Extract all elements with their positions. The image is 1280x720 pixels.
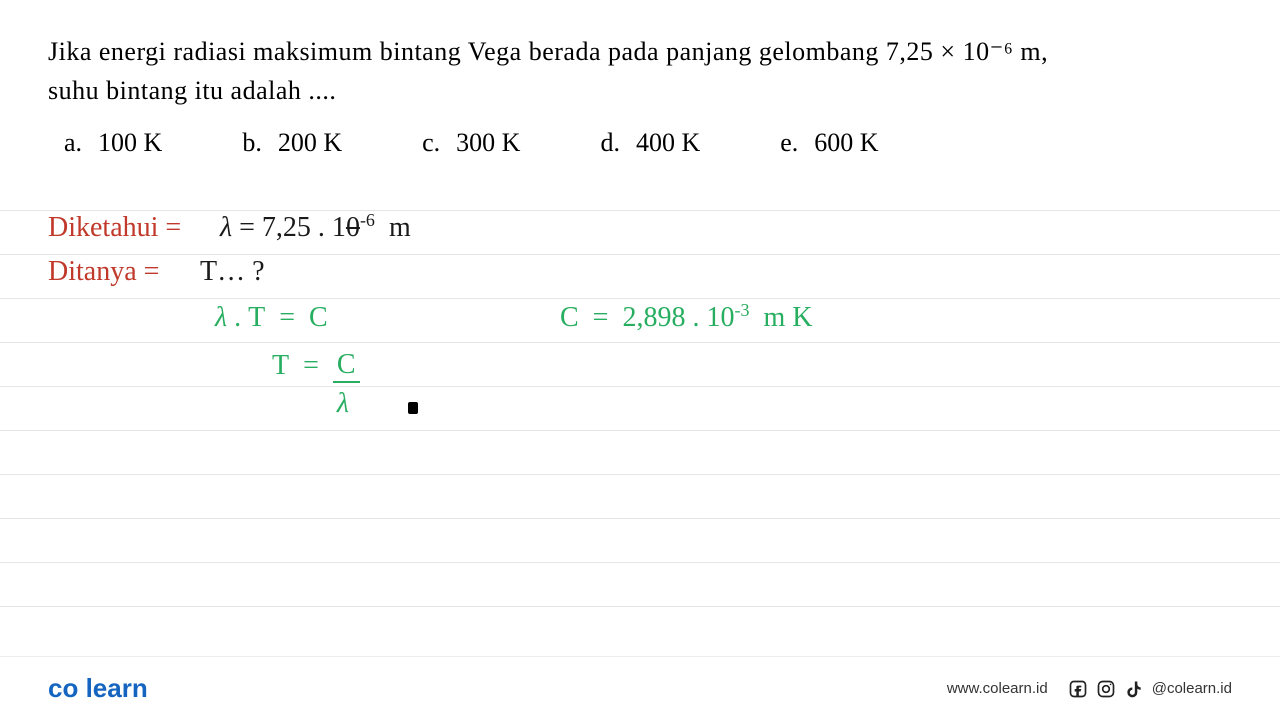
tiktok-icon [1124,679,1144,699]
equation-1: λ . T = C [215,302,328,334]
option-a-letter: a. [64,128,82,157]
facebook-icon [1068,679,1088,699]
options-row: a. 100 K b. 200 K c. 300 K d. 400 K e. 600 K [48,128,1232,158]
rule-line [0,430,1280,431]
instagram-icon [1096,679,1116,699]
ruled-area: Diketahui = λ = 7,25 . 10-6 m Ditanya = … [0,194,1280,634]
rule-line [0,562,1280,563]
brand-learn: learn [86,673,148,703]
option-b: b. 200 K [242,128,342,158]
rule-line [0,386,1280,387]
diketahui-value: λ = 7,25 . 10-6 m [220,212,411,244]
constant-c: C = 2,898 . 10-3 m K [560,302,812,334]
question-line-1: Jika energi radiasi maksimum bintang Veg… [48,37,1048,66]
rule-line [0,254,1280,255]
brand-co: co [48,673,78,703]
option-c: c. 300 K [422,128,520,158]
website-url: www.colearn.id [947,680,1048,697]
option-e-value: 600 K [814,128,878,157]
option-e-letter: e. [780,128,798,157]
rule-line [0,298,1280,299]
rule-line [0,474,1280,475]
option-e: e. 600 K [780,128,878,158]
question-block: Jika energi radiasi maksimum bintang Veg… [0,0,1280,174]
rule-line [0,210,1280,211]
footer-right: www.colearn.id @colearn.id [947,679,1232,699]
question-text: Jika energi radiasi maksimum bintang Veg… [48,32,1232,110]
rule-line [0,606,1280,607]
rule-line [0,518,1280,519]
option-c-letter: c. [422,128,440,157]
option-b-letter: b. [242,128,262,157]
diketahui-label: Diketahui = [48,212,181,244]
question-line-2: suhu bintang itu adalah .... [48,76,336,105]
option-d-value: 400 K [636,128,700,157]
equation-2: T = C λ [272,350,360,420]
option-d: d. 400 K [600,128,700,158]
option-a: a. 100 K [64,128,162,158]
rule-line [0,342,1280,343]
option-d-letter: d. [600,128,620,157]
social-handle: @colearn.id [1152,680,1232,697]
brand-logo: co learn [48,673,148,704]
footer: co learn www.colearn.id [0,656,1280,720]
social-block: @colearn.id [1068,679,1232,699]
option-c-value: 300 K [456,128,520,157]
option-a-value: 100 K [98,128,162,157]
ditanya-value: T… ? [200,256,265,288]
option-b-value: 200 K [278,128,342,157]
frac-denominator: λ [333,383,360,420]
pen-cursor-dot [408,402,418,414]
frac-numerator: C [333,350,360,383]
ditanya-label: Ditanya = [48,256,159,288]
